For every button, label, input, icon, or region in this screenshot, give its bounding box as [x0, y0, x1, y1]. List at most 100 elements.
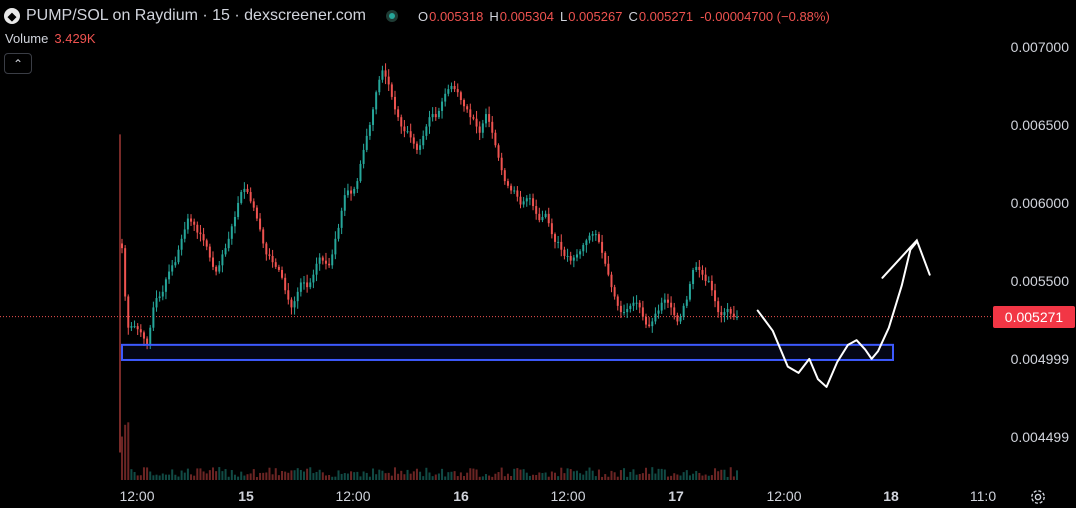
candle: [544, 210, 547, 219]
volume-bar: [240, 471, 243, 480]
support-zone-box: [121, 343, 894, 361]
volume-bar: [701, 475, 704, 480]
candle: [356, 177, 359, 193]
candle: [635, 295, 638, 310]
volume-bar: [673, 473, 676, 480]
collapse-legend-button[interactable]: ⌃: [4, 53, 32, 74]
volume-bar: [161, 473, 164, 480]
volume-bar: [353, 472, 356, 480]
candle: [139, 324, 142, 337]
ohlc-low: L0.005267: [559, 8, 623, 24]
volume-bar: [277, 475, 280, 480]
volume-bar: [729, 467, 732, 480]
candle: [720, 305, 723, 323]
candle: [654, 307, 657, 325]
x-tick-label: 12:00: [766, 488, 801, 504]
ohlc-close: C0.005271: [628, 8, 694, 24]
candle: [638, 300, 641, 314]
volume-bar: [312, 473, 315, 480]
volume-bar: [318, 469, 321, 480]
candle: [710, 275, 713, 296]
candle: [623, 304, 626, 316]
dexscreener-logo-icon: ◆: [4, 8, 20, 24]
volume-bar: [695, 470, 698, 480]
candle: [525, 195, 528, 207]
candle: [290, 297, 293, 315]
candle: [205, 238, 208, 251]
volume-bar: [155, 474, 158, 480]
candle: [233, 211, 236, 234]
volume-bar: [585, 470, 588, 480]
volume-bar: [676, 474, 679, 480]
x-tick-label: 11:0: [970, 488, 996, 504]
volume-bar: [224, 469, 227, 480]
candle: [510, 183, 513, 195]
candle: [441, 97, 444, 119]
last-price-tag: 0.005271: [993, 306, 1075, 328]
candle: [249, 187, 252, 204]
candle: [309, 278, 312, 290]
chart-title: PUMP/SOL on Raydium · 15 · dexscreener.c…: [26, 7, 366, 24]
candle: [299, 278, 302, 297]
volume-bar: [692, 473, 695, 480]
candle: [500, 152, 503, 176]
volume-bar: [547, 476, 550, 480]
candle: [302, 275, 305, 290]
volume-bar: [211, 467, 214, 480]
candle: [224, 243, 227, 257]
candle: [444, 88, 447, 107]
candle: [208, 243, 211, 262]
volume-bar: [381, 470, 384, 480]
volume-bar: [265, 472, 268, 480]
volume-readout: Volume 3.429K: [5, 31, 96, 46]
price-axis: 0.007000 0.006500 0.006000 0.005500 0.004999…: [1011, 39, 1070, 445]
candle: [535, 199, 538, 220]
candle: [679, 313, 682, 325]
y-tick-label: 0.004499: [1011, 429, 1070, 445]
volume-bar: [736, 470, 738, 480]
volume-bar: [331, 476, 334, 480]
candle: [368, 122, 371, 140]
volume-label: Volume: [5, 31, 49, 46]
volume-bar: [444, 476, 447, 480]
candle: [384, 63, 387, 85]
candle: [692, 267, 695, 290]
volume-bar: [441, 468, 444, 480]
volume-bar: [124, 424, 127, 480]
candle: [663, 293, 666, 310]
volume-bar: [218, 467, 221, 480]
candle: [519, 190, 522, 209]
volume-bar: [334, 476, 337, 480]
candle: [563, 246, 566, 260]
candle: [365, 128, 368, 153]
volume-bar: [130, 469, 133, 480]
candle: [431, 107, 434, 122]
volume-bar: [340, 473, 343, 480]
volume-bar: [632, 469, 635, 480]
candle: [629, 303, 632, 313]
volume-bar: [472, 468, 475, 480]
candle: [321, 255, 324, 265]
settings-gear-icon[interactable]: [1029, 488, 1047, 506]
volume-bar: [525, 472, 528, 480]
volume-bar: [121, 436, 123, 480]
candle: [676, 312, 679, 326]
candle: [183, 221, 186, 243]
candle: [632, 296, 635, 312]
candle: [287, 283, 290, 305]
candle: [293, 296, 296, 315]
candle: [328, 257, 331, 268]
volume-bar: [375, 474, 378, 480]
volume-bar: [324, 475, 327, 480]
volume-bar: [488, 475, 491, 480]
volume-bar: [544, 472, 547, 480]
volume-bar: [484, 474, 487, 480]
candle: [466, 104, 469, 113]
volume-bar: [541, 473, 544, 480]
volume-bar: [136, 475, 139, 480]
candle: [437, 107, 440, 120]
volume-bar: [346, 473, 349, 480]
candle: [334, 231, 337, 260]
volume-bar: [328, 474, 331, 480]
